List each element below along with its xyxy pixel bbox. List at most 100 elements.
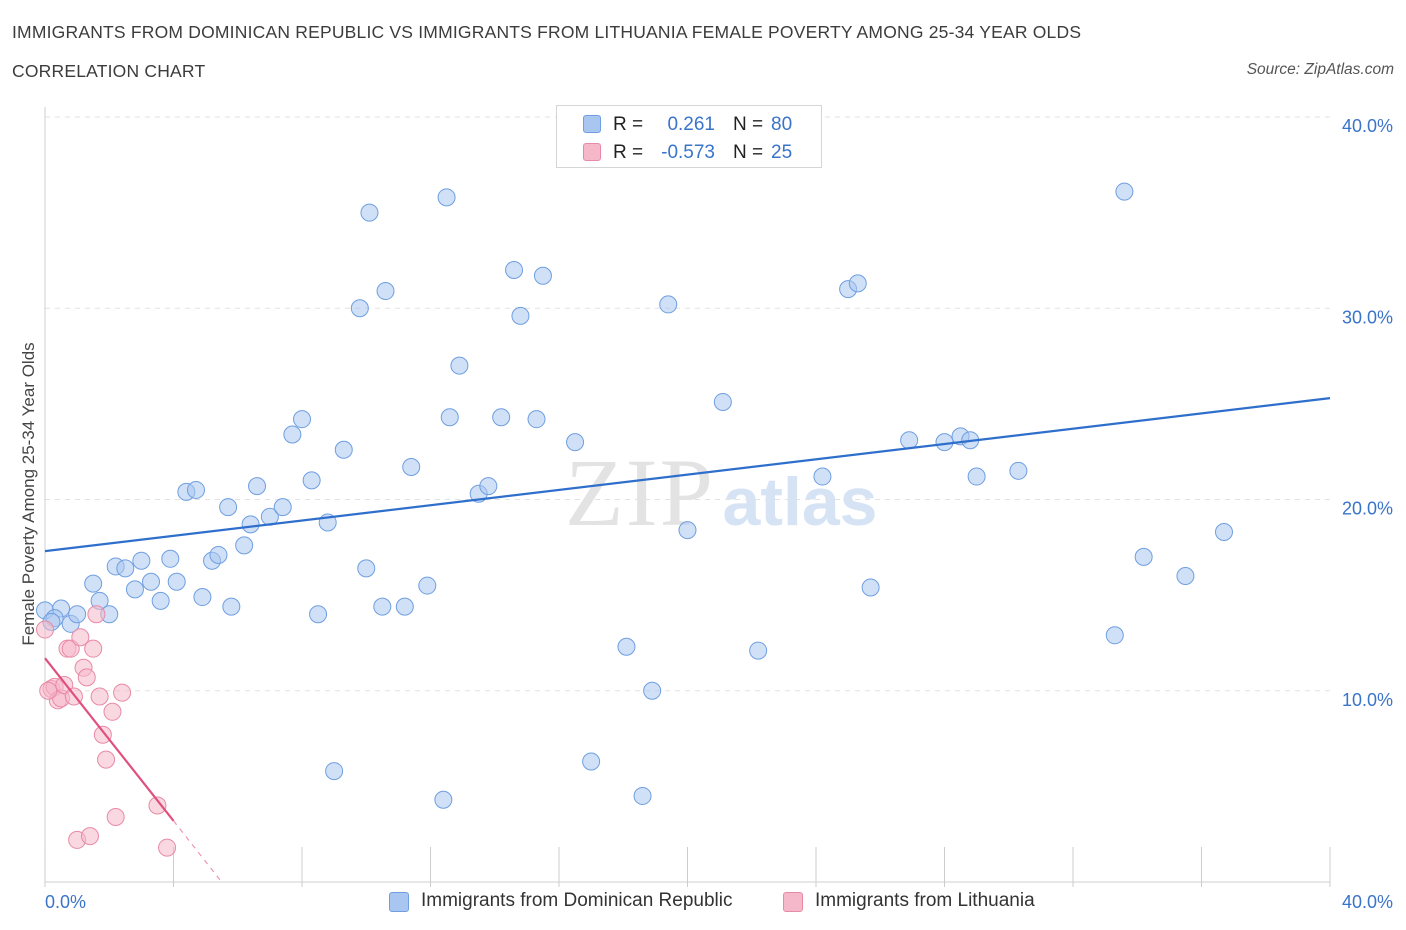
- data-point: [209, 545, 228, 564]
- data-point: [325, 762, 344, 781]
- data-point: [511, 306, 530, 325]
- data-point: [106, 807, 125, 826]
- data-point: [97, 750, 116, 769]
- data-point: [116, 559, 135, 578]
- data-point: [633, 786, 652, 805]
- data-point: [219, 498, 238, 517]
- data-point: [186, 480, 205, 499]
- data-point: [505, 261, 524, 279]
- data-point: [659, 295, 678, 314]
- data-point: [158, 838, 177, 857]
- data-point: [1105, 626, 1124, 645]
- data-point: [402, 457, 421, 476]
- data-point: [248, 477, 267, 496]
- data-point: [167, 572, 186, 591]
- trend-line-extension: [173, 820, 223, 883]
- data-point: [161, 549, 180, 568]
- legend-label-lithuania: Immigrants from Lithuania: [815, 890, 1035, 911]
- data-point: [1214, 523, 1233, 542]
- data-point: [492, 408, 511, 427]
- data-point: [293, 410, 311, 429]
- series-legend: Immigrants from Dominican Republic Immig…: [0, 888, 1406, 916]
- data-point: [113, 683, 132, 702]
- data-point: [479, 477, 498, 496]
- series-lithuania: [36, 605, 177, 857]
- data-point: [376, 282, 395, 301]
- data-point: [678, 521, 697, 540]
- watermark-atlas: atlas: [723, 464, 878, 540]
- data-point: [861, 578, 880, 597]
- data-point: [87, 605, 106, 624]
- correlation-legend: R = 0.261 N = 80 R = -0.573 N = 25: [556, 105, 822, 168]
- data-point: [418, 576, 437, 595]
- y-tick-label: 20.0%: [1342, 499, 1393, 519]
- data-point: [84, 639, 103, 658]
- data-point: [80, 827, 99, 846]
- data-point: [967, 467, 986, 486]
- data-point: [813, 467, 832, 486]
- data-point: [148, 796, 167, 815]
- data-point: [193, 588, 212, 607]
- r-label: R =: [613, 114, 644, 135]
- data-point: [273, 498, 292, 517]
- r-value: 0.261: [667, 114, 715, 135]
- data-point: [71, 628, 90, 647]
- trend-line: [44, 397, 1331, 553]
- data-point: [434, 790, 453, 809]
- chart-title: IMMIGRANTS FROM DOMINICAN REPUBLIC VS IM…: [12, 22, 1082, 42]
- r-label: R =: [613, 142, 644, 163]
- data-point: [527, 410, 546, 429]
- y-tick-label: 10.0%: [1342, 690, 1393, 710]
- data-point: [900, 431, 919, 450]
- data-point: [142, 572, 161, 591]
- data-point: [90, 687, 109, 706]
- n-label: N =: [733, 114, 764, 135]
- data-point: [357, 559, 376, 578]
- legend-swatch-lithuania: [783, 892, 803, 912]
- data-point: [84, 574, 103, 593]
- data-point: [1134, 547, 1153, 566]
- n-value: 25: [771, 142, 793, 163]
- legend-swatch-lithuania: [583, 143, 601, 161]
- data-point: [309, 605, 328, 624]
- data-point: [39, 681, 58, 700]
- x-tick-label: 40.0%: [1342, 892, 1393, 912]
- legend-row-dominican: R = 0.261 N = 80: [557, 111, 821, 139]
- data-point: [373, 597, 392, 616]
- legend-label-dominican: Immigrants from Dominican Republic: [421, 890, 733, 911]
- data-point: [643, 681, 662, 700]
- n-label: N =: [733, 142, 764, 163]
- chart-subtitle: CORRELATION CHART: [12, 61, 206, 81]
- data-point: [582, 752, 601, 771]
- legend-swatch-dominican: [389, 892, 409, 912]
- n-value: 80: [771, 114, 793, 135]
- data-point: [103, 702, 122, 721]
- data-point: [848, 274, 867, 293]
- data-point: [302, 471, 321, 490]
- data-point: [235, 536, 254, 555]
- data-point: [125, 580, 144, 599]
- y-tick-label: 30.0%: [1342, 307, 1393, 327]
- data-point: [222, 597, 241, 616]
- y-axis-label: Female Poverty Among 25-34 Year Olds: [19, 342, 38, 646]
- y-tick-label: 40.0%: [1342, 116, 1393, 136]
- data-point: [437, 188, 456, 207]
- data-point: [77, 668, 96, 687]
- legend-swatch-dominican: [583, 115, 601, 133]
- data-point: [36, 620, 54, 639]
- x-tick-label: 0.0%: [45, 892, 86, 912]
- data-point: [713, 392, 732, 411]
- trend-line: [44, 657, 175, 822]
- data-point: [360, 203, 379, 222]
- data-point: [617, 637, 636, 656]
- legend-row-lithuania: R = -0.573 N = 25: [557, 139, 821, 167]
- data-point: [151, 591, 170, 610]
- data-point: [566, 433, 585, 452]
- data-point: [1115, 182, 1134, 201]
- data-point: [1176, 567, 1195, 585]
- source-label: Source: ZipAtlas.com: [1246, 61, 1394, 78]
- data-point: [241, 515, 260, 534]
- data-point: [749, 641, 768, 660]
- data-point: [68, 605, 87, 624]
- data-point: [132, 551, 151, 570]
